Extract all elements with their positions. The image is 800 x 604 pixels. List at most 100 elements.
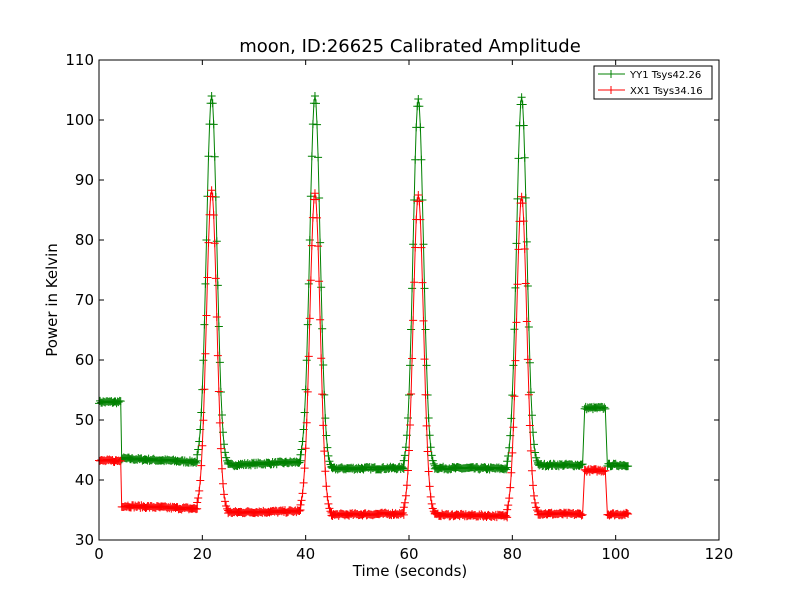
data-point-marker [421,390,430,399]
data-point-marker [406,421,415,430]
data-point-marker [398,508,407,517]
data-point-marker [529,481,537,490]
data-point-marker [319,361,328,370]
data-point-marker [624,462,633,471]
data-point-marker [504,501,513,510]
legend-entries: YY1 Tsys42.26 XX1 Tsys34.16 [598,70,703,97]
data-point-marker [191,457,200,466]
legend-marker [607,86,615,94]
y-tick-label: 60 [75,351,94,369]
data-point-marker [204,238,213,247]
data-point-marker [505,443,514,452]
data-point-marker [199,356,208,365]
data-point-marker [527,466,536,475]
data-point-marker [314,242,323,251]
x-tick-label: 100 [601,545,630,563]
data-point-marker [508,448,517,457]
data-point-marker [199,416,208,425]
data-point-marker [425,482,434,491]
data-point-marker [214,322,223,331]
y-tick-label: 40 [75,471,94,489]
data-point-marker [303,387,312,396]
data-point-marker [518,100,527,109]
series-xx1 [95,186,633,522]
data-point-marker [406,361,415,370]
data-point-marker [312,195,320,204]
data-point-marker [502,465,511,474]
data-point-marker [315,277,324,286]
data-point-marker [422,421,431,430]
legend-entry: YY1 Tsys42.26 [598,70,701,81]
data-point-marker [525,358,534,367]
data-point-marker [399,456,408,465]
data-point-marker [221,448,230,457]
data-point-marker [200,385,209,394]
data-point-marker [212,312,221,321]
data-point-marker [414,191,423,199]
data-point-marker [208,99,217,108]
data-point-marker [318,324,327,333]
data-point-marker [517,192,526,201]
data-point-marker [207,92,216,100]
y-tick-label: 70 [75,291,94,309]
data-point-marker [398,463,407,472]
data-point-marker [501,511,510,520]
data-point-marker [195,486,204,495]
data-point-marker [408,354,417,363]
data-point-marker [423,447,432,456]
data-point-marker [418,278,427,287]
data-point-marker [216,444,225,453]
data-point-marker [397,462,406,471]
data-point-marker [429,459,438,468]
y-axis-label: Power in Kelvin [43,243,61,357]
data-point-marker [503,505,512,514]
data-point-marker [197,461,206,470]
data-point-marker [414,95,423,103]
data-point-marker [519,121,528,130]
data-point-marker [304,352,313,361]
data-point-marker [417,155,426,164]
data-point-marker [525,421,534,430]
data-point-marker [302,356,311,365]
data-point-marker [504,451,513,460]
data-point-marker [216,387,225,396]
data-point-marker [323,492,332,501]
data-point-marker [198,441,207,450]
data-point-marker [530,440,539,449]
data-point-marker [426,492,435,501]
data-point-marker [314,153,323,162]
data-point-marker [401,491,410,500]
data-point-marker [211,274,220,283]
data-point-marker [317,283,326,292]
data-point-marker [523,355,532,364]
data-point-marker [530,491,539,500]
data-point-marker [511,356,520,365]
data-point-marker [310,189,319,198]
data-point-marker [518,199,527,208]
data-point-marker [576,509,585,518]
data-point-marker [214,387,223,396]
data-point-marker [215,358,224,367]
x-tick-label: 60 [399,545,418,563]
data-point-marker [578,510,587,519]
data-point-marker [306,276,315,285]
data-point-marker [601,404,610,413]
data-point-marker [417,243,426,252]
data-point-marker [577,511,586,520]
data-point-marker [322,482,331,491]
data-point-marker [221,497,230,506]
data-point-marker [201,279,210,288]
data-point-marker [428,456,437,465]
data-point-marker [531,448,540,457]
data-point-marker [400,451,409,460]
data-point-marker [623,509,632,518]
chart-title: moon, ID:26625 Calibrated Amplitude [239,36,581,57]
plot-area [95,59,720,541]
data-point-marker [116,397,125,406]
data-point-marker [599,467,608,476]
data-point-marker [399,465,408,474]
data-point-marker [300,464,309,473]
data-point-marker [213,281,222,290]
data-point-marker [501,464,510,473]
